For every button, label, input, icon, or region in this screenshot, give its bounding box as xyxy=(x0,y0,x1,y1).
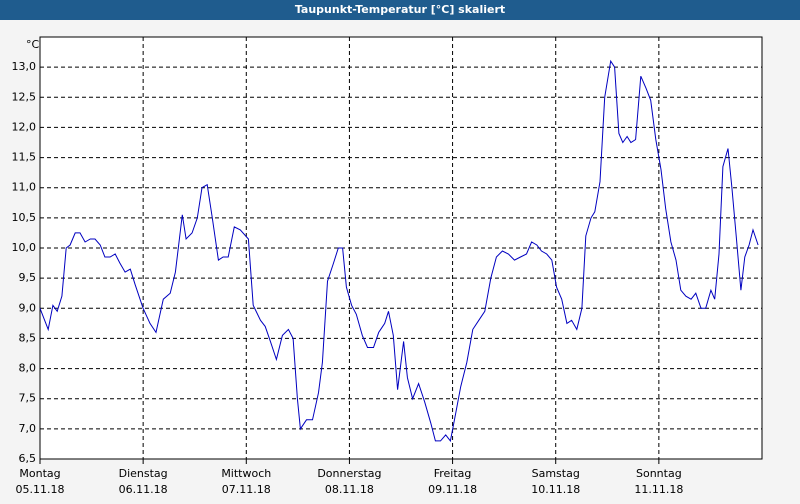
y-tick-label: 10,5 xyxy=(12,211,37,224)
y-tick-label: 13,0 xyxy=(12,60,37,73)
x-tick-label: Freitag xyxy=(434,467,472,480)
data-line xyxy=(39,59,759,443)
x-tick-date: 08.11.18 xyxy=(325,483,374,496)
y-tick-label: 12,5 xyxy=(12,90,37,103)
x-tick-date: 07.11.18 xyxy=(222,483,271,496)
x-tick-date: 11.11.18 xyxy=(634,483,683,496)
x-tick-label: Samstag xyxy=(532,467,580,480)
x-tick-label: Donnerstag xyxy=(317,467,381,480)
x-tick-label: Montag xyxy=(19,467,60,480)
x-tick-label: Mittwoch xyxy=(221,467,271,480)
x-tick-date: 10.11.18 xyxy=(531,483,580,496)
y-tick-label: 11,0 xyxy=(12,181,37,194)
y-tick-label: 7,0 xyxy=(19,422,37,435)
x-tick-date: 05.11.18 xyxy=(16,483,65,496)
y-tick-label: 8,0 xyxy=(19,362,37,375)
title-bar xyxy=(0,0,800,20)
y-tick-label: 12,0 xyxy=(12,120,37,133)
x-tick-label: Dienstag xyxy=(119,467,168,480)
y-tick-label: 8,5 xyxy=(19,331,37,344)
y-tick-label: 6,5 xyxy=(19,452,37,465)
y-tick-label: 9,0 xyxy=(19,301,37,314)
y-tick-label: 7,5 xyxy=(19,392,37,405)
y-tick-label: 11,5 xyxy=(12,151,37,164)
x-tick-label: Sonntag xyxy=(636,467,682,480)
x-tick-date: 06.11.18 xyxy=(119,483,168,496)
chart-title: Taupunkt-Temperatur [°C] skaliert xyxy=(295,3,505,16)
y-axis-unit: °C xyxy=(26,38,40,51)
y-tick-label: 9,5 xyxy=(19,271,37,284)
x-tick-date: 09.11.18 xyxy=(428,483,477,496)
y-tick-label: 10,0 xyxy=(12,241,37,254)
